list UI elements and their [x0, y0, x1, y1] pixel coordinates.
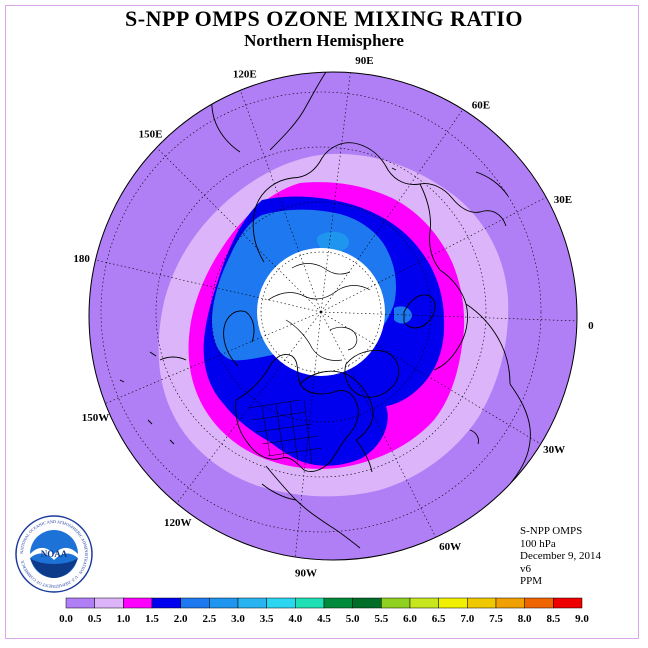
longitude-label: 0	[588, 320, 594, 332]
colorbar-tick-label: 6.5	[432, 613, 446, 625]
meridian-line	[320, 311, 577, 324]
colorbar-tick-label: 7.5	[489, 613, 503, 625]
map-subtitle: Northern Hemisphere	[244, 31, 404, 50]
noaa-logo-text: NOAA	[41, 549, 68, 559]
longitude-label: 30E	[554, 194, 572, 206]
coastlines	[119, 72, 531, 549]
meridian-line	[320, 72, 505, 313]
colorbar-tick-label: 2.5	[202, 613, 216, 625]
info-block: S-NPP OMPS 100 hPa December 9, 2014 v6 P…	[520, 525, 601, 588]
colorbar-swatch	[495, 597, 525, 609]
colorbar-tick-label: 5.5	[374, 613, 388, 625]
colorbar-swatch	[323, 597, 353, 609]
colorbar-swatch	[237, 597, 267, 609]
longitude-label: 120W	[164, 517, 192, 529]
colorbar-swatch	[352, 597, 382, 609]
longitude-label: 180	[73, 253, 90, 265]
colorbar-swatch	[438, 597, 468, 609]
longitude-label: 150W	[82, 412, 110, 424]
colorbar-tick-label: 3.0	[231, 613, 245, 625]
colorbar-tick-label: 3.5	[260, 613, 274, 625]
info-line-date: December 9, 2014	[520, 550, 601, 562]
contour-2.0-2.5-patch	[394, 306, 412, 324]
colorbar-tick-label: 1.5	[145, 613, 159, 625]
longitude-label: 30W	[543, 444, 565, 456]
longitude-labels: 90E 60E 30E 0 30W 60W 90W 120W 150W 180 150E 120E	[73, 55, 594, 580]
colorbar-tick-label: 5.0	[346, 613, 360, 625]
meridian-line	[320, 311, 467, 560]
latitude-circle	[100, 91, 542, 533]
colorbar-tick-label: 0.0	[59, 613, 73, 625]
meridian-line	[89, 311, 322, 438]
meridian-line	[89, 239, 322, 313]
colorbar: 0.0 0.5 1.0 1.5 2.0 2.5 3.0 3.5 4.0 4.5 5.0 5.5 6.0 6…	[59, 597, 589, 625]
graticule	[89, 72, 577, 560]
meridian-line	[94, 85, 322, 313]
meridian-line	[320, 311, 577, 478]
meridian-line	[128, 311, 322, 560]
meridian-line	[320, 166, 577, 313]
colorbar-swatch	[295, 597, 325, 609]
colorbar-swatch	[467, 597, 497, 609]
colorbar-tick-label: 8.5	[546, 613, 560, 625]
colorbar-tick-label: 8.0	[518, 613, 532, 625]
figure-frame	[5, 5, 639, 639]
meridian-line	[287, 311, 322, 560]
colorbar-swatch	[266, 597, 296, 609]
us-boundaries	[247, 399, 323, 465]
colorbar-swatch	[94, 597, 124, 609]
longitude-label: 150E	[139, 129, 163, 141]
longitude-label: 90W	[295, 568, 317, 580]
arctic-coastlines	[267, 263, 371, 361]
colorbar-tick-label: 4.5	[317, 613, 331, 625]
colorbar-swatch	[123, 597, 153, 609]
info-line-instrument: S-NPP OMPS	[520, 525, 583, 537]
colorbar-swatch	[151, 597, 181, 609]
latitude-circle	[155, 146, 487, 478]
longitude-label: 120E	[233, 69, 257, 81]
latitude-circle	[260, 251, 382, 373]
colorbar-swatch	[180, 597, 210, 609]
colorbar-tick-label: 4.0	[288, 613, 302, 625]
longitude-label: 60E	[472, 100, 490, 112]
colorbar-swatch	[209, 597, 239, 609]
colorbar-tick-label: 0.5	[88, 613, 102, 625]
longitude-label: 60W	[439, 541, 461, 553]
colorbar-tick-label: 9.0	[575, 613, 589, 625]
meridian-line	[211, 72, 322, 313]
info-line-pressure: 100 hPa	[520, 537, 556, 550]
colorbar-tick-label: 2.0	[174, 613, 188, 625]
info-line-units: PPM	[520, 575, 543, 587]
colorbar-swatch	[409, 597, 439, 609]
colorbar-swatch	[381, 597, 411, 609]
colorbar-tick-label: 1.0	[116, 613, 130, 625]
colorbar-swatch	[65, 597, 95, 609]
noaa-logo: NOAA NATIONAL OCEANIC AND ATMOSPHERIC AD…	[15, 515, 93, 593]
colorbar-tick-label: 6.0	[403, 613, 417, 625]
colorbar-tick-label: 7.0	[460, 613, 474, 625]
contour-2.5-3.0	[317, 231, 350, 252]
meridian-line	[320, 72, 361, 313]
colorbar-swatch	[553, 597, 583, 609]
info-line-version: v6	[520, 562, 531, 575]
map-title: S-NPP OMPS OZONE MIXING RATIO	[125, 6, 523, 31]
latitude-circle	[210, 201, 432, 423]
longitude-label: 90E	[355, 55, 373, 67]
colorbar-swatch	[524, 597, 554, 609]
